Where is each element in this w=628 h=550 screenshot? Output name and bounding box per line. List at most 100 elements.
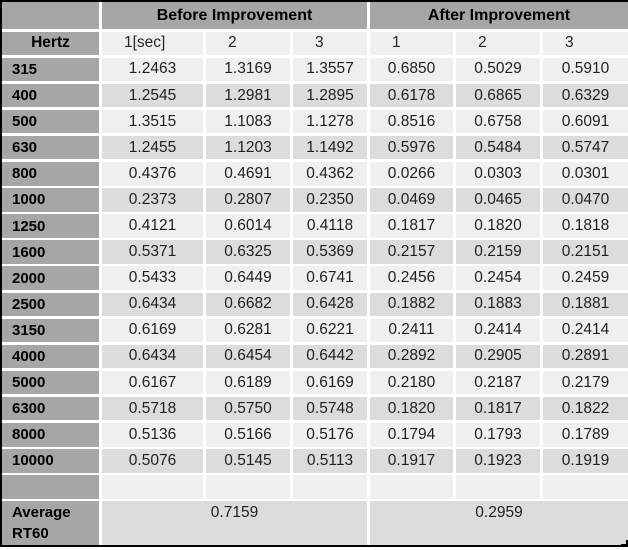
row-header-hertz: 2000	[2, 266, 99, 290]
value-cell: 0.2157	[370, 240, 453, 264]
value-cell: 0.1923	[456, 449, 540, 473]
row-header-hertz: 3150	[2, 318, 99, 343]
value-cell: 0.6850	[370, 57, 453, 82]
spacer-cell	[456, 475, 540, 499]
value-cell: 0.6014	[206, 214, 290, 238]
row-header-hertz: 315	[2, 57, 99, 82]
value-cell: 0.5176	[293, 423, 367, 447]
value-cell: 0.2350	[293, 188, 367, 212]
value-cell: 0.1882	[370, 292, 453, 317]
value-cell: 0.6758	[456, 109, 540, 134]
value-cell: 0.5371	[102, 240, 203, 264]
column-header-measurement: 1[sec]	[102, 31, 203, 56]
value-cell: 0.2807	[206, 188, 290, 212]
value-cell: 0.1822	[543, 396, 628, 421]
value-cell: 0.5484	[456, 135, 540, 160]
value-cell: 1.2455	[102, 135, 203, 160]
value-cell: 1.2545	[102, 83, 203, 108]
value-cell: 0.5747	[543, 135, 628, 160]
value-cell: 0.6449	[206, 266, 290, 290]
value-cell: 0.5718	[102, 396, 203, 421]
value-cell: 0.1919	[543, 449, 628, 473]
row-header-hertz: 10000	[2, 449, 99, 473]
value-cell: 0.2411	[370, 318, 453, 343]
value-cell: 0.2905	[456, 344, 540, 369]
value-cell: 0.5113	[293, 449, 367, 473]
row-header-hertz: 1250	[2, 214, 99, 238]
column-header-measurement: 2	[456, 31, 540, 56]
value-cell: 0.0465	[456, 188, 540, 212]
value-cell: 0.4691	[206, 162, 290, 186]
row-header-hertz: 6300	[2, 396, 99, 421]
table-corner-mark	[621, 540, 628, 548]
row-header-hertz: 2500	[2, 292, 99, 317]
row-header-hertz: 1600	[2, 240, 99, 264]
value-cell: 0.5076	[102, 449, 203, 473]
value-cell: 0.6428	[293, 292, 367, 317]
column-header-measurement: 3	[543, 31, 628, 56]
value-cell: 1.1278	[293, 109, 367, 134]
column-header-measurement: 1	[370, 31, 453, 56]
value-cell: 0.6281	[206, 318, 290, 343]
value-cell: 1.1492	[293, 135, 367, 160]
row-header-hertz: 8000	[2, 423, 99, 447]
row-header-hertz: 4000	[2, 344, 99, 369]
value-cell: 0.2373	[102, 188, 203, 212]
value-cell: 0.6325	[206, 240, 290, 264]
value-cell: 0.6865	[456, 83, 540, 108]
row-header-hertz: 5000	[2, 370, 99, 395]
value-cell: 0.1793	[456, 423, 540, 447]
row-header-hertz: 630	[2, 135, 99, 160]
value-cell: 0.6169	[293, 370, 367, 395]
value-cell: 0.6329	[543, 83, 628, 108]
value-cell: 0.2459	[543, 266, 628, 290]
value-cell: 1.2981	[206, 83, 290, 108]
spacer-cell	[102, 475, 203, 499]
value-cell: 0.2159	[456, 240, 540, 264]
value-cell: 0.2187	[456, 370, 540, 395]
value-cell: 1.3515	[102, 109, 203, 134]
row-header-hertz: 500	[2, 109, 99, 134]
value-cell: 0.6442	[293, 344, 367, 369]
value-cell: 0.0303	[456, 162, 540, 186]
value-cell: 0.5145	[206, 449, 290, 473]
value-cell: 0.2180	[370, 370, 453, 395]
value-cell: 0.6221	[293, 318, 367, 343]
value-cell: 0.5976	[370, 135, 453, 160]
value-cell: 0.2891	[543, 344, 628, 369]
value-cell: 0.1820	[370, 396, 453, 421]
value-cell: 0.6434	[102, 292, 203, 317]
value-cell: 0.6169	[102, 318, 203, 343]
value-cell: 1.1203	[206, 135, 290, 160]
value-cell: 0.6189	[206, 370, 290, 395]
value-cell: 0.5029	[456, 57, 540, 82]
spacer-cell	[206, 475, 290, 499]
value-cell: 0.0266	[370, 162, 453, 186]
value-cell: 0.0469	[370, 188, 453, 212]
value-cell: 0.5433	[102, 266, 203, 290]
value-cell: 0.5136	[102, 423, 203, 447]
group-header-before: Before Improvement	[102, 2, 367, 29]
value-cell: 0.2456	[370, 266, 453, 290]
value-cell: 0.2892	[370, 344, 453, 369]
group-header-after: After Improvement	[370, 2, 628, 29]
value-cell: 0.1818	[543, 214, 628, 238]
value-cell: 0.2414	[456, 318, 540, 343]
value-cell: 0.4376	[102, 162, 203, 186]
value-cell: 0.0301	[543, 162, 628, 186]
value-cell: 1.2463	[102, 57, 203, 82]
value-cell: 0.8516	[370, 109, 453, 134]
value-cell: 0.5166	[206, 423, 290, 447]
value-cell: 0.5910	[543, 57, 628, 82]
row-header-hertz: 1000	[2, 188, 99, 212]
value-cell: 0.5748	[293, 396, 367, 421]
value-cell: 0.1881	[543, 292, 628, 317]
average-before-value: 0.7159	[102, 501, 367, 546]
value-cell: 0.6178	[370, 83, 453, 108]
value-cell: 1.1083	[206, 109, 290, 134]
spacer-row-header	[2, 475, 99, 499]
value-cell: 0.5369	[293, 240, 367, 264]
column-header-measurement: 2	[206, 31, 290, 56]
